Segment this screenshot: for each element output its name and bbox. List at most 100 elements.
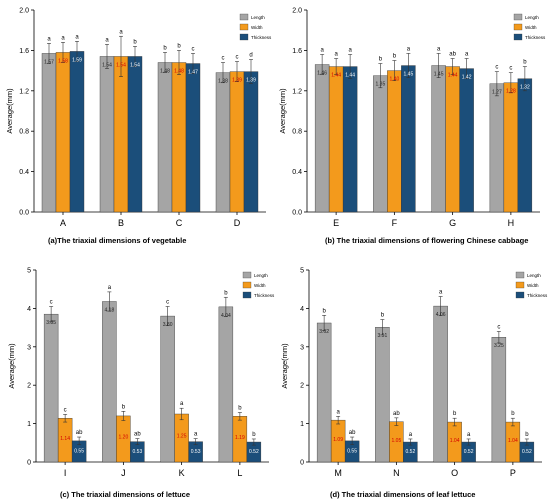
x-tick-label: N bbox=[393, 468, 400, 478]
y-tick-label: 0.0 bbox=[292, 210, 302, 217]
legend-swatch bbox=[239, 23, 249, 31]
significance-letter: a bbox=[105, 37, 109, 43]
chart-d-svg: 012345Average(mm)Mb3.62a1.09ab0.55Nb3.51… bbox=[280, 268, 548, 479]
data-label: 0.52 bbox=[522, 449, 532, 455]
bar bbox=[375, 327, 390, 463]
significance-letter: c bbox=[495, 65, 498, 71]
legend-label: Thickness bbox=[254, 293, 275, 298]
legend-swatch bbox=[242, 281, 252, 289]
significance-letter: b bbox=[133, 39, 137, 45]
legend-label: Length bbox=[527, 273, 541, 278]
significance-letter: b bbox=[252, 432, 256, 438]
y-tick-label: 2.0 bbox=[292, 8, 302, 15]
data-label: 0.53 bbox=[191, 449, 201, 455]
significance-letter: b bbox=[224, 290, 228, 296]
legend-swatch bbox=[515, 281, 525, 289]
significance-letter: b bbox=[322, 308, 326, 314]
x-tick-label: F bbox=[392, 218, 398, 228]
legend: Length Width Thickness bbox=[242, 271, 275, 299]
y-tick-label: 0 bbox=[27, 460, 31, 467]
data-label: 1.42 bbox=[462, 75, 472, 81]
significance-letter: c bbox=[192, 46, 195, 52]
chart-c-svg: 012345Average(mm)Ic3.85c1.14ab0.55Ja4.18… bbox=[7, 268, 275, 479]
significance-letter: b bbox=[177, 43, 181, 49]
data-label: 1.59 bbox=[72, 57, 82, 63]
legend: Length Width Thickness bbox=[513, 13, 546, 41]
legend-swatch bbox=[239, 13, 249, 21]
bar bbox=[55, 52, 71, 213]
y-tick-label: 2 bbox=[27, 383, 31, 390]
data-label: 1.44 bbox=[448, 73, 458, 79]
y-tick-label: 0.8 bbox=[292, 129, 302, 136]
x-tick-label: A bbox=[60, 218, 66, 228]
significance-letter: ab bbox=[393, 411, 400, 417]
x-tick-label: O bbox=[451, 468, 458, 478]
data-label: 3.25 bbox=[494, 343, 504, 349]
data-label: 1.05 bbox=[392, 438, 402, 444]
data-label: 0.55 bbox=[347, 448, 357, 454]
plot-area: 0.0 0.4 0.8 1.2 1.6 2.0 Average(mm) Aa 1.57 a 1.58… bbox=[5, 8, 272, 229]
data-label: 1.54 bbox=[130, 62, 140, 68]
significance-letter: a bbox=[119, 29, 123, 35]
significance-letter: b bbox=[122, 404, 126, 410]
significance-letter: b bbox=[381, 313, 385, 319]
legend-label: Width bbox=[254, 283, 266, 288]
significance-letter: a bbox=[336, 409, 340, 415]
bar bbox=[431, 65, 446, 213]
y-tick-label: 0.8 bbox=[19, 129, 29, 136]
data-label: 1.54 bbox=[102, 62, 112, 68]
caption-b: (b) The triaxial dimensions of flowering… bbox=[325, 236, 529, 245]
x-tick-label: P bbox=[510, 468, 516, 478]
x-tick-label: J bbox=[121, 468, 126, 478]
bar bbox=[489, 83, 505, 213]
significance-letter: c bbox=[64, 407, 67, 413]
data-label: 1.40 bbox=[390, 77, 400, 83]
y-axis-label: Average(mm) bbox=[7, 343, 16, 389]
legend-swatch bbox=[513, 13, 523, 21]
data-label: 1.35 bbox=[376, 82, 386, 88]
bar bbox=[445, 66, 460, 213]
bar bbox=[157, 62, 173, 213]
y-tick-label: 0.4 bbox=[292, 169, 302, 176]
data-label: 1.04 bbox=[508, 438, 518, 444]
bar bbox=[433, 305, 448, 463]
data-label: 1.58 bbox=[58, 58, 68, 64]
bar bbox=[215, 72, 231, 213]
data-label: 3.80 bbox=[163, 322, 173, 328]
x-tick-label: E bbox=[333, 218, 339, 228]
bar bbox=[171, 62, 187, 213]
y-tick-label: 5 bbox=[27, 268, 31, 275]
legend-label: Length bbox=[254, 273, 268, 278]
bar bbox=[160, 315, 175, 463]
significance-letter: b bbox=[163, 45, 167, 51]
y-tick-label: 0 bbox=[300, 460, 304, 467]
significance-letter: c bbox=[166, 299, 169, 305]
legend-label: Thickness bbox=[527, 293, 548, 298]
legend-swatch bbox=[515, 291, 525, 299]
x-tick-label: L bbox=[237, 468, 242, 478]
significance-letter: a bbox=[409, 432, 413, 438]
significance-letter: ab bbox=[76, 430, 83, 436]
data-label: 1.39 bbox=[232, 78, 242, 84]
significance-letter: b bbox=[525, 432, 529, 438]
bar bbox=[243, 71, 259, 213]
y-tick-label: 1.6 bbox=[19, 48, 29, 55]
significance-letter: ab bbox=[449, 51, 456, 57]
legend-swatch bbox=[239, 33, 249, 41]
y-tick-label: 2.0 bbox=[19, 8, 29, 15]
bar bbox=[102, 301, 117, 463]
y-tick-label: 1.6 bbox=[292, 48, 302, 55]
data-label: 0.55 bbox=[74, 448, 84, 454]
data-label: 4.06 bbox=[436, 312, 446, 318]
data-label: 1.28 bbox=[506, 89, 516, 95]
data-label: 0.52 bbox=[249, 449, 259, 455]
significance-letter: a bbox=[108, 285, 112, 291]
bar bbox=[185, 63, 201, 213]
bar bbox=[316, 322, 332, 463]
significance-letter: a bbox=[439, 289, 443, 295]
data-label: 1.45 bbox=[404, 72, 414, 78]
data-label: 1.48 bbox=[174, 69, 184, 75]
